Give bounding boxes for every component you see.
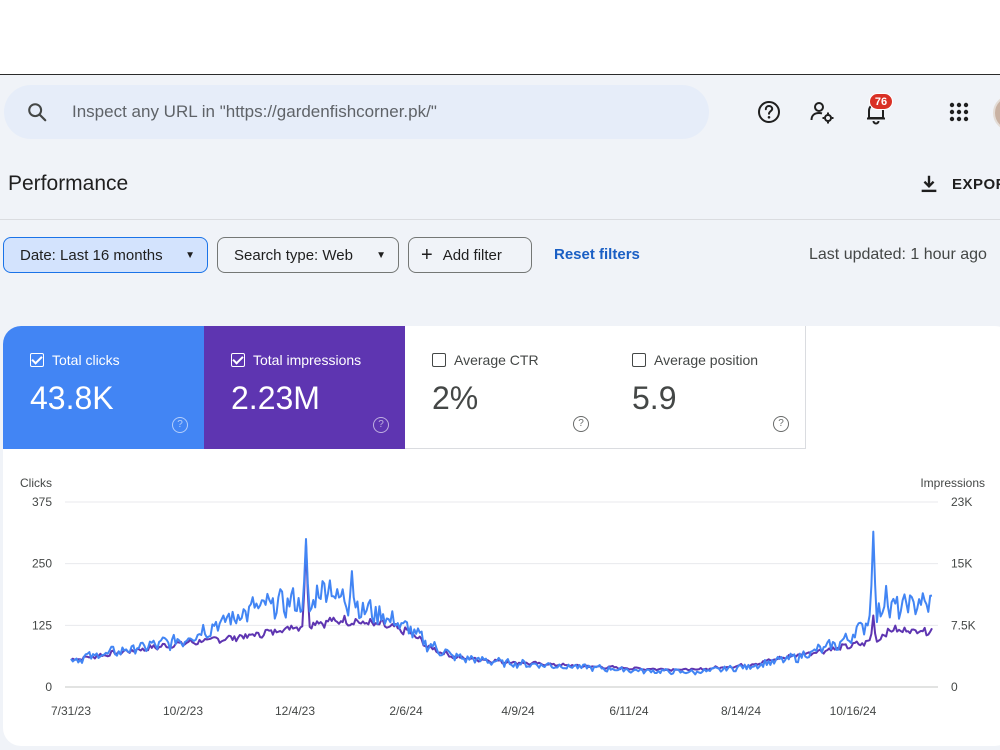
- right-axis-title: Impressions: [920, 476, 985, 490]
- chart-series: [70, 530, 933, 676]
- right-tick-label: 0: [951, 680, 958, 694]
- x-tick-label: 8/14/24: [721, 704, 761, 718]
- left-tick-label: 125: [32, 618, 52, 632]
- right-tick-label: 7.5K: [951, 618, 976, 632]
- date-filter-label: Date: Last 16 months: [20, 246, 163, 264]
- metric-value: 43.8K: [30, 380, 114, 416]
- export-button[interactable]: EXPOR: [918, 170, 1000, 198]
- checkbox-unchecked[interactable]: [632, 353, 646, 367]
- metric-label: Total impressions: [253, 352, 362, 368]
- add-filter-label: Add filter: [442, 246, 502, 264]
- help-icon[interactable]: ?: [773, 416, 789, 432]
- metric-value: 2.23M: [231, 380, 320, 416]
- metric-average-position[interactable]: Average position 5.9 ?: [605, 326, 806, 449]
- last-updated-text: Last updated: 1 hour ago: [809, 246, 987, 263]
- metric-label: Average position: [654, 352, 759, 368]
- left-axis-ticks: 375 250 125 0: [32, 495, 52, 694]
- title-divider: [0, 219, 1000, 220]
- x-tick-label: 4/9/24: [501, 704, 535, 718]
- search-icon: [28, 103, 47, 122]
- url-inspection-input[interactable]: [70, 85, 690, 139]
- url-inspection-bar[interactable]: [4, 85, 709, 139]
- metric-label: Total clicks: [52, 352, 120, 368]
- checkbox-unchecked[interactable]: [432, 353, 446, 367]
- left-tick-label: 0: [45, 680, 52, 694]
- checkbox-checked[interactable]: [231, 353, 245, 367]
- caret-down-icon: ▼: [376, 249, 386, 261]
- performance-chart: Clicks Impressions 375 250 125 0 23K 15K 7.5K…: [20, 476, 985, 718]
- performance-card: Total clicks 43.8K ? Total impressions 2…: [3, 326, 1000, 746]
- metric-total-impressions[interactable]: Total impressions 2.23M ?: [204, 326, 405, 449]
- search-type-chip[interactable]: Search type: Web ▼: [217, 237, 399, 273]
- help-icon[interactable]: ?: [573, 416, 589, 432]
- add-filter-button[interactable]: + Add filter: [408, 237, 532, 273]
- metric-label: Average CTR: [454, 352, 539, 368]
- left-tick-label: 375: [32, 495, 52, 509]
- top-blank-area: [0, 0, 1000, 75]
- page-title: Performance: [8, 172, 129, 195]
- metric-average-ctr[interactable]: Average CTR 2% ?: [405, 326, 606, 449]
- date-filter-chip[interactable]: Date: Last 16 months ▼: [3, 237, 208, 273]
- right-tick-label: 23K: [951, 495, 972, 509]
- notification-count-badge: 76: [869, 93, 893, 110]
- x-tick-label: 2/6/24: [389, 704, 423, 718]
- metric-value: 5.9: [632, 380, 677, 416]
- reset-filters-link[interactable]: Reset filters: [554, 246, 640, 263]
- x-tick-label: 10/16/24: [830, 704, 877, 718]
- plus-icon: +: [421, 244, 433, 266]
- caret-down-icon: ▼: [185, 249, 195, 261]
- x-tick-label: 6/11/24: [609, 704, 648, 718]
- checkbox-checked[interactable]: [30, 353, 44, 367]
- apps-grid-icon[interactable]: [945, 98, 973, 126]
- search-type-label: Search type: Web: [234, 246, 353, 264]
- help-icon[interactable]: ?: [172, 417, 188, 433]
- help-icon[interactable]: [755, 98, 783, 126]
- download-icon: [921, 175, 937, 193]
- series-line-clicks: [70, 530, 933, 676]
- left-tick-label: 250: [32, 557, 52, 571]
- account-avatar[interactable]: [993, 95, 1000, 131]
- metric-total-clicks[interactable]: Total clicks 43.8K ?: [3, 326, 204, 449]
- x-tick-label: 7/31/23: [51, 704, 91, 718]
- user-settings-icon[interactable]: [808, 98, 836, 126]
- chart-grid: [65, 501, 938, 688]
- left-axis-title: Clicks: [20, 476, 52, 490]
- series-line-impressions: [70, 542, 933, 672]
- right-axis-ticks: 23K 15K 7.5K 0: [951, 495, 976, 694]
- metric-value: 2%: [432, 380, 479, 416]
- x-tick-label: 12/4/23: [275, 704, 315, 718]
- help-icon[interactable]: ?: [373, 417, 389, 433]
- x-tick-label: 10/2/23: [163, 704, 203, 718]
- x-axis-ticks: 7/31/23 10/2/23 12/4/23 2/6/24 4/9/24 6/11/24…: [51, 704, 877, 718]
- export-label: EXPOR: [952, 175, 1000, 193]
- right-tick-label: 15K: [951, 557, 972, 571]
